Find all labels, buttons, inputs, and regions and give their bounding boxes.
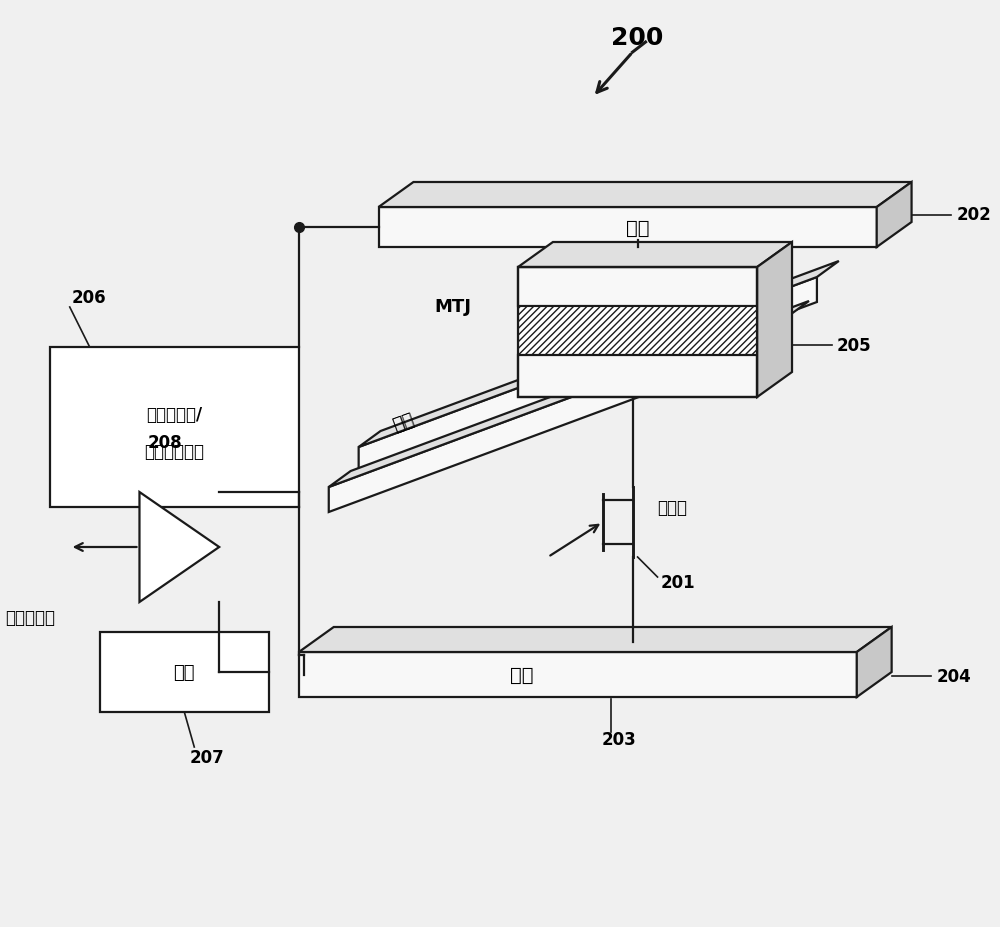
FancyBboxPatch shape <box>100 632 269 712</box>
Polygon shape <box>857 628 892 697</box>
Polygon shape <box>359 261 839 448</box>
Polygon shape <box>518 268 757 307</box>
Polygon shape <box>379 183 912 208</box>
Text: 双极写脉冲/: 双极写脉冲/ <box>146 406 202 424</box>
Polygon shape <box>379 208 877 248</box>
Text: 207: 207 <box>189 748 224 767</box>
Polygon shape <box>299 653 857 697</box>
Polygon shape <box>359 278 817 473</box>
Polygon shape <box>518 243 792 268</box>
Polygon shape <box>329 318 787 513</box>
Text: 202: 202 <box>956 207 991 224</box>
Polygon shape <box>518 356 757 398</box>
Text: 200: 200 <box>611 26 664 50</box>
Text: 源线: 源线 <box>510 666 534 684</box>
Text: 203: 203 <box>601 730 636 748</box>
Text: 字线: 字线 <box>390 411 417 435</box>
Polygon shape <box>757 243 792 398</box>
Text: 读偏置发生器: 读偏置发生器 <box>144 442 204 461</box>
Text: MTJ: MTJ <box>435 298 472 316</box>
Polygon shape <box>877 183 912 248</box>
Text: 晶体管: 晶体管 <box>658 499 688 516</box>
Text: 204: 204 <box>936 667 971 685</box>
Text: 位线: 位线 <box>626 218 649 237</box>
Text: 208: 208 <box>147 434 182 451</box>
Polygon shape <box>299 628 892 653</box>
Polygon shape <box>139 492 219 603</box>
Text: 201: 201 <box>661 574 695 591</box>
Polygon shape <box>518 307 757 356</box>
Polygon shape <box>329 301 809 488</box>
Text: 205: 205 <box>837 337 871 355</box>
Text: 感测放大器: 感测放大器 <box>5 608 55 627</box>
Text: 参考: 参考 <box>174 664 195 681</box>
FancyBboxPatch shape <box>50 348 299 507</box>
Text: 206: 206 <box>72 288 106 307</box>
